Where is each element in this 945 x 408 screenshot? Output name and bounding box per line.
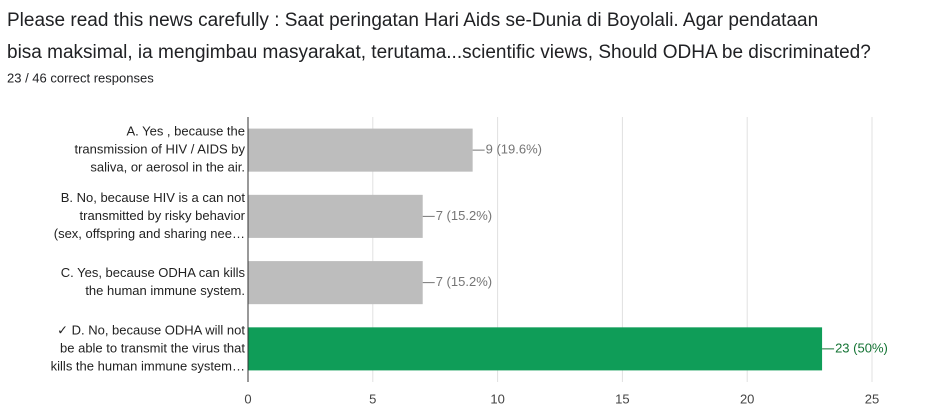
y-tick-label: transmission of HIV / AIDS by — [74, 142, 245, 157]
bar — [248, 128, 473, 172]
y-tick-label: A. Yes , because the — [126, 124, 245, 139]
bar — [248, 261, 423, 305]
chart-title: Please read this news carefully : Saat p… — [7, 10, 818, 31]
y-tick-label: kills the human immune system… — [51, 358, 245, 373]
chart-title: bisa maksimal, ia mengimbau masyarakat, … — [7, 42, 871, 63]
value-label: 7 (15.2%) — [436, 208, 492, 223]
x-tick-label: 10 — [490, 391, 504, 406]
bar — [248, 194, 423, 238]
y-tick-label: saliva, or aerosol in the air. — [90, 160, 245, 175]
x-tick-label: 25 — [865, 391, 879, 406]
y-tick-label: the human immune system. — [85, 283, 245, 298]
x-tick-label: 5 — [369, 391, 376, 406]
y-tick-label: B. No, because HIV is a can not — [61, 190, 246, 205]
y-tick-label: be able to transmit the virus that — [60, 340, 245, 355]
bar — [248, 327, 823, 371]
x-tick-label: 15 — [615, 391, 629, 406]
value-label: 7 (15.2%) — [436, 274, 492, 289]
x-tick-label: 0 — [244, 391, 251, 406]
y-tick-label: ✓ D. No, because ODHA will not — [57, 322, 245, 337]
y-tick-label: C. Yes, because ODHA can kills — [61, 265, 246, 280]
value-label: 23 (50%) — [835, 340, 888, 355]
y-tick-label: transmitted by risky behavior — [80, 208, 246, 223]
y-tick-label: (sex, offspring and sharing nee… — [54, 226, 245, 241]
value-label: 9 (19.6%) — [486, 142, 542, 157]
chart-subtitle: 23 / 46 correct responses — [7, 70, 154, 85]
x-tick-label: 20 — [740, 391, 754, 406]
